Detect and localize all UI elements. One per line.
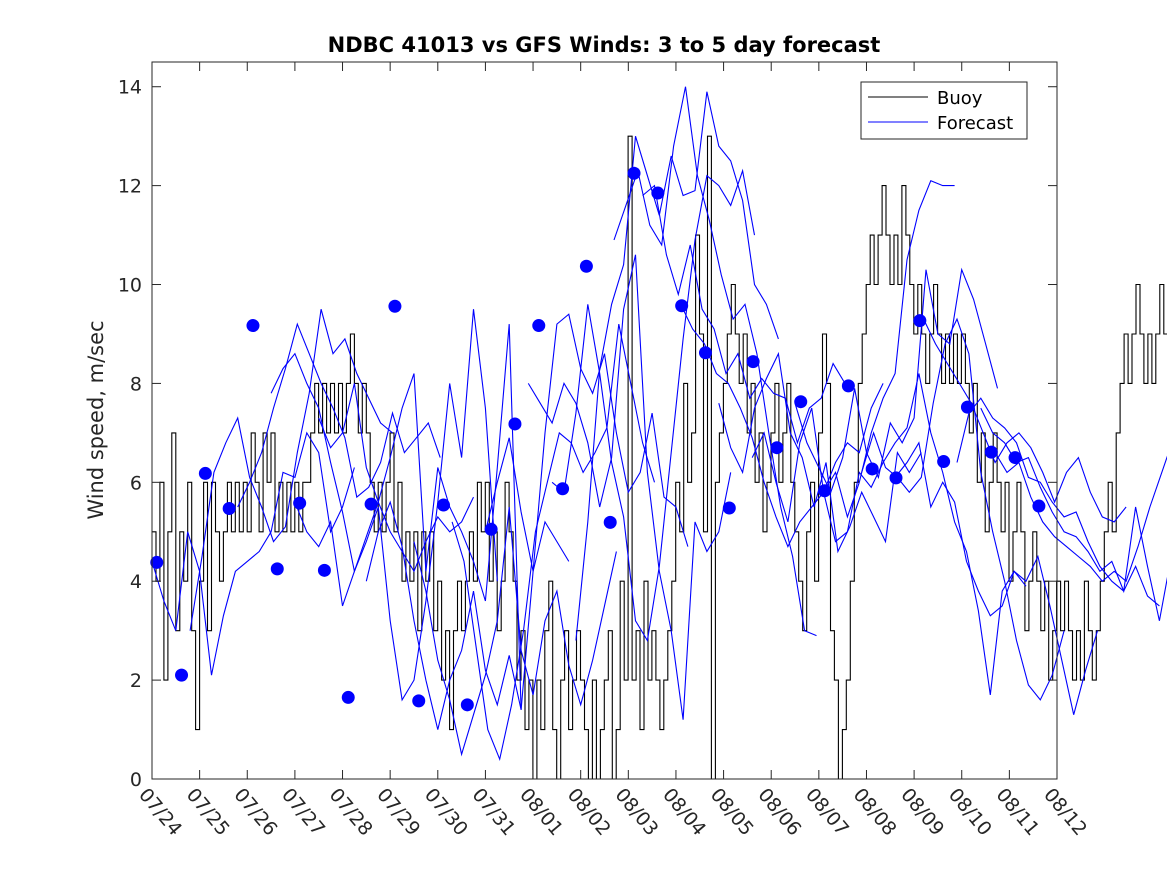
forecast-marker — [175, 668, 189, 682]
forecast-marker — [508, 417, 522, 431]
forecast-marker — [794, 395, 808, 409]
y-tick-label: 4 — [130, 571, 142, 593]
forecast-line — [451, 323, 656, 762]
legend-buoy-label: Buoy — [937, 88, 983, 109]
y-tick-label: 8 — [130, 373, 142, 395]
forecast-marker — [437, 498, 451, 512]
forecast-line — [994, 452, 1167, 583]
forecast-marker — [913, 314, 927, 328]
forecast-line — [718, 351, 922, 554]
y-axis-label: Wind speed, m/sec — [84, 320, 108, 519]
forecast-marker — [556, 482, 570, 496]
forecast-marker — [603, 515, 617, 529]
forecast-line — [237, 322, 441, 508]
y-tick-label: 12 — [118, 176, 142, 198]
forecast-line — [613, 86, 817, 637]
forecast-marker — [722, 501, 736, 515]
forecast-line — [551, 168, 756, 643]
forecast-marker — [770, 441, 784, 455]
forecast-marker — [412, 694, 426, 708]
forecast-marker — [579, 259, 593, 273]
buoy-line — [152, 135, 1167, 780]
forecast-line — [575, 91, 779, 641]
forecast-marker — [984, 445, 998, 459]
forecast-line — [923, 318, 1127, 523]
forecast-markers — [150, 166, 1046, 712]
forecast-marker — [746, 355, 760, 369]
forecast-line — [318, 324, 522, 710]
forecast-marker — [270, 562, 284, 576]
forecast-line — [413, 506, 617, 757]
forecast-line — [151, 431, 355, 676]
plot-area — [150, 86, 1167, 780]
forecast-marker — [222, 502, 236, 516]
forecast-marker — [651, 186, 665, 200]
forecast-marker — [532, 319, 546, 333]
forecast-line — [642, 184, 846, 445]
forecast-line — [680, 304, 884, 548]
forecast-marker — [1032, 499, 1046, 513]
forecast-marker — [484, 522, 498, 536]
forecast-marker — [293, 496, 307, 510]
forecast-line — [894, 441, 1099, 715]
forecast-marker — [198, 466, 212, 480]
chart-title: NDBC 41013 vs GFS Winds: 3 to 5 day fore… — [328, 33, 881, 57]
forecast-line — [270, 352, 474, 574]
forecast-marker — [460, 698, 474, 712]
forecast-marker — [150, 555, 164, 569]
forecast-marker — [341, 690, 355, 704]
legend: Buoy Forecast — [860, 81, 1028, 140]
forecast-line — [365, 500, 570, 730]
forecast-line — [823, 373, 1027, 695]
forecast-marker — [317, 563, 331, 577]
forecast-series — [151, 86, 1167, 762]
y-tick-label: 6 — [130, 472, 142, 494]
y-tick-label: 0 — [130, 769, 142, 791]
forecast-marker — [1008, 451, 1022, 465]
forecast-marker — [388, 299, 402, 313]
y-tick-label: 2 — [130, 670, 142, 692]
forecast-marker — [364, 497, 378, 511]
forecast-line — [527, 254, 732, 720]
forecast-line — [189, 309, 393, 631]
y-axis: 0 2 4 6 8 10 12 14 — [118, 77, 1057, 791]
forecast-marker — [246, 319, 260, 333]
forecast-marker — [627, 166, 641, 180]
forecast-marker — [841, 379, 855, 393]
y-tick-label: 14 — [118, 77, 142, 99]
legend-box — [860, 81, 1028, 140]
forecast-marker — [698, 346, 712, 360]
y-tick-label: 10 — [118, 275, 142, 297]
legend-forecast-label: Forecast — [937, 113, 1013, 134]
forecast-marker — [675, 299, 689, 313]
forecast-marker — [937, 455, 951, 469]
forecast-line — [956, 397, 1160, 607]
forecast-marker — [960, 400, 974, 414]
forecast-marker — [818, 484, 832, 498]
forecast-marker — [889, 471, 903, 485]
forecast-line — [294, 309, 498, 702]
plot-frame — [151, 61, 1058, 780]
forecast-marker — [865, 462, 879, 476]
forecast-line — [484, 313, 689, 572]
buoy-series — [152, 135, 1167, 780]
